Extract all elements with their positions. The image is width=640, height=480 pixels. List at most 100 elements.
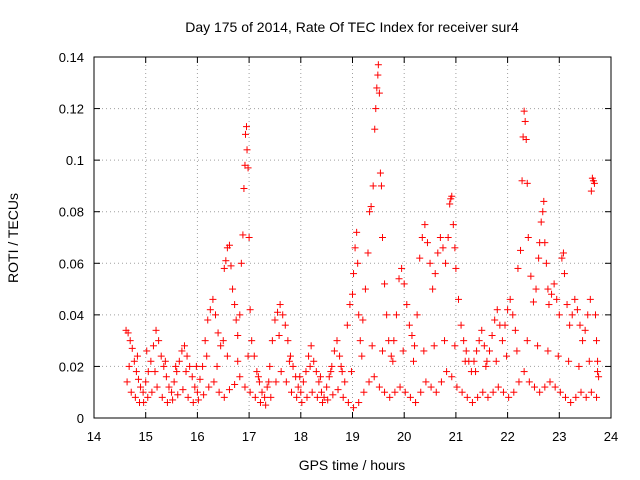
x-tick-label: 18 (294, 429, 308, 444)
data-point (514, 264, 522, 272)
data-point (133, 352, 141, 360)
data-point (182, 368, 190, 376)
data-point (244, 164, 252, 172)
data-point (217, 342, 225, 350)
data-point (244, 352, 252, 360)
data-point (551, 383, 559, 391)
x-tick-label: 23 (552, 429, 566, 444)
data-point (237, 259, 245, 267)
data-point (412, 399, 420, 407)
data-point (250, 352, 258, 360)
data-point (566, 321, 574, 329)
data-point (513, 347, 521, 355)
data-point (344, 399, 352, 407)
data-point (338, 368, 346, 376)
data-point (334, 386, 342, 394)
data-point (225, 386, 233, 394)
data-point (144, 393, 152, 401)
data-point (229, 285, 237, 293)
data-point (155, 337, 163, 345)
data-point (206, 306, 214, 314)
data-point (350, 404, 358, 412)
x-tick-label: 21 (449, 429, 463, 444)
data-point (339, 393, 347, 401)
data-point (308, 388, 316, 396)
data-point (276, 301, 284, 309)
data-point (327, 368, 335, 376)
data-point (361, 285, 369, 293)
data-point (381, 388, 389, 396)
data-point (274, 308, 282, 316)
data-point (231, 380, 239, 388)
data-point (162, 373, 170, 381)
data-point (377, 182, 385, 190)
data-point (523, 179, 531, 187)
data-point (478, 326, 486, 334)
data-point (371, 125, 379, 133)
data-point (227, 262, 235, 270)
data-point (251, 393, 259, 401)
data-point (520, 107, 528, 115)
data-point (550, 280, 558, 288)
data-point (548, 290, 556, 298)
data-point (189, 399, 197, 407)
data-point (296, 373, 304, 381)
data-point (261, 393, 269, 401)
data-point (374, 61, 382, 69)
data-point (399, 347, 407, 355)
data-point (482, 362, 490, 370)
data-point (305, 352, 313, 360)
data-point (157, 352, 165, 360)
data-point (390, 337, 398, 345)
data-point (180, 342, 188, 350)
data-point (153, 383, 161, 391)
data-point (147, 357, 155, 365)
data-point (354, 259, 362, 267)
data-point (483, 357, 491, 365)
data-point (142, 378, 150, 386)
data-point (532, 285, 540, 293)
data-point (376, 169, 384, 177)
data-point (364, 249, 372, 257)
data-point (509, 311, 517, 319)
data-point (275, 331, 283, 339)
data-point (501, 321, 509, 329)
data-point (451, 342, 459, 350)
data-point (281, 321, 289, 329)
data-point (253, 368, 261, 376)
data-point (255, 378, 263, 386)
data-point (383, 311, 391, 319)
data-point (139, 388, 147, 396)
data-point (372, 105, 380, 113)
data-point (144, 368, 152, 376)
data-point (245, 234, 253, 241)
data-point (310, 357, 318, 365)
data-point (297, 388, 305, 396)
data-point (359, 316, 367, 324)
data-point (178, 347, 186, 355)
data-point (468, 399, 476, 407)
data-point (457, 321, 465, 329)
data-point (343, 321, 351, 329)
data-point (333, 337, 341, 345)
data-point (175, 357, 183, 365)
data-point (430, 342, 438, 350)
data-point (503, 352, 511, 360)
data-point (140, 399, 148, 407)
data-point (539, 208, 547, 216)
data-point (320, 393, 328, 401)
data-point (232, 316, 240, 324)
data-point (241, 383, 249, 391)
data-point (299, 378, 307, 386)
data-point (544, 285, 552, 293)
data-point (312, 368, 320, 376)
axis-ticks (93, 56, 612, 419)
data-point (286, 352, 294, 360)
data-point (417, 388, 425, 396)
data-point (405, 321, 413, 329)
data-point (234, 357, 242, 365)
data-point (267, 393, 275, 401)
data-point (282, 378, 290, 386)
data-point (126, 337, 134, 345)
